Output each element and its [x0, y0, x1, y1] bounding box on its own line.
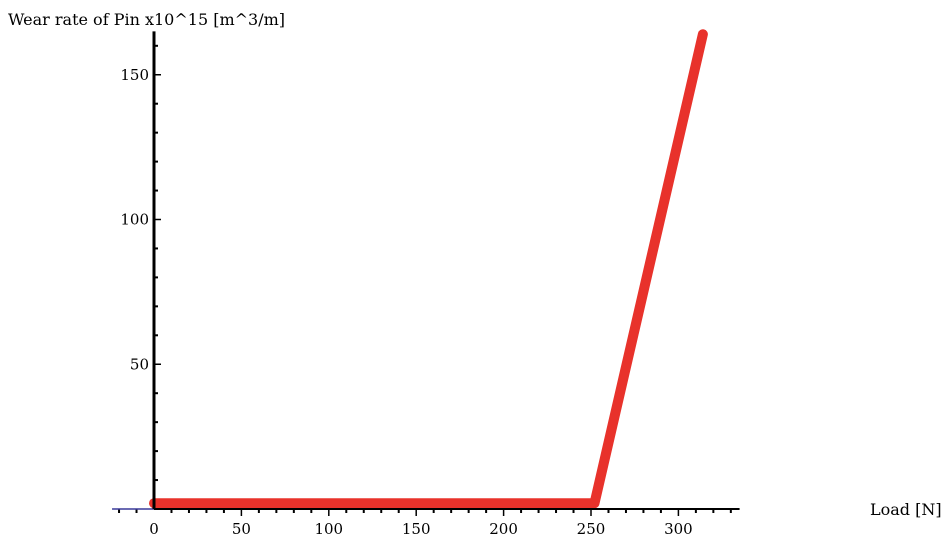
x-tick-label: 100	[314, 520, 343, 537]
y-tick-label: 150	[120, 66, 149, 84]
x-axis-label: Load [N]	[870, 500, 942, 519]
x-tick-label: 300	[664, 520, 693, 537]
y-tick-label: 50	[130, 355, 149, 373]
x-tick-label: 150	[402, 520, 431, 537]
tick-labels: 0 50 100 150 200 250 300 50 100 150	[120, 66, 692, 537]
series-line	[149, 29, 708, 509]
y-tick-label: 100	[120, 211, 149, 229]
y-axis-label: Wear rate of Pin x10^15 [m^3/m]	[8, 10, 285, 29]
axis-ticks	[118, 44, 732, 516]
x-tick-label: 50	[232, 520, 251, 537]
x-tick-label: 0	[149, 520, 159, 537]
x-tick-label: 250	[577, 520, 606, 537]
x-tick-label: 200	[489, 520, 518, 537]
